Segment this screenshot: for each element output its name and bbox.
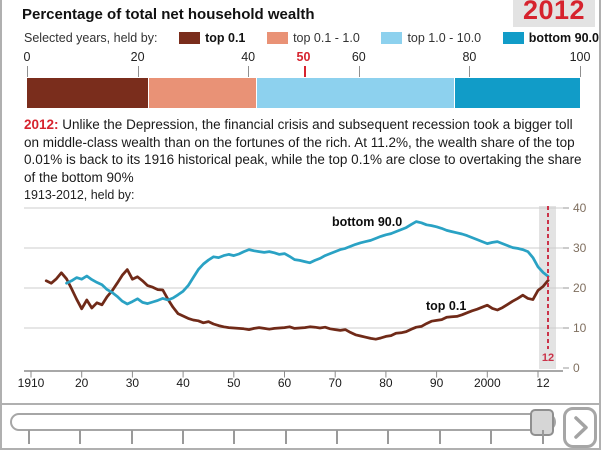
stacked-bar [27, 78, 580, 108]
scale-tick-label: 50 [296, 50, 311, 64]
x-axis-label: 12 [536, 376, 550, 390]
year-badge: 2012 [513, 0, 595, 27]
slider-tick [130, 430, 133, 444]
series-line-bottom-90.0 [65, 220, 550, 306]
y-axis-label: 10 [573, 321, 587, 335]
y-axis-label: 30 [573, 241, 587, 255]
scale-tick-mark [469, 66, 471, 77]
slider-tick [336, 430, 339, 444]
current-year-label: 12 [541, 352, 555, 364]
legend-item-label: top 0.1 [205, 31, 246, 45]
legend-item-top-0.1-1.0: top 0.1 - 1.0 [267, 31, 360, 45]
x-axis-label: 40 [176, 376, 190, 390]
x-axis-label: 70 [328, 376, 342, 390]
bar-segment-top-1.0-10.0 [257, 78, 454, 108]
scale-tick-label: 40 [241, 50, 256, 64]
scale-tick-label: 60 [351, 50, 366, 64]
y-axis-label: 20 [573, 281, 587, 295]
slider-tick [541, 430, 544, 444]
timeline-control-panel [2, 403, 599, 448]
legend-swatch [179, 32, 201, 44]
scale-tick-label: 80 [462, 50, 477, 64]
series-label-bottom-90.0: bottom 90.0 [332, 215, 403, 229]
legend-label: Selected years, held by: [24, 31, 158, 45]
x-axis-label: 60 [277, 376, 292, 390]
slider-track[interactable] [10, 413, 556, 431]
legend-swatch [502, 32, 524, 44]
scale-tick-label: 100 [569, 50, 591, 64]
slider-tick [284, 430, 287, 444]
slider-tick [438, 430, 441, 444]
y-axis-label: 0 [573, 361, 580, 375]
x-axis-label: 2000 [473, 376, 501, 390]
page-title: Percentage of total net household wealth [22, 6, 315, 23]
x-axis-label: 30 [125, 376, 140, 390]
chevron-right-icon [574, 416, 588, 439]
slider-tick [490, 430, 493, 444]
x-axis-label: 1910 [17, 376, 45, 390]
legend-item-label: top 0.1 - 1.0 [293, 31, 360, 45]
legend-item-label: top 1.0 - 10.0 [407, 31, 482, 45]
legend-item-label: bottom 90.0 [528, 31, 599, 45]
scale-tick-mark [248, 66, 250, 77]
scale-tick-mark [137, 66, 139, 77]
legend-item-top-1.0-10.0: top 1.0 - 10.0 [381, 31, 481, 45]
y-axis-label: 40 [573, 201, 587, 215]
commentary: 2012: Unlike the Depression, the financi… [24, 116, 587, 186]
legend-item-top-0.1: top 0.1 [179, 31, 245, 45]
x-axis-label: 50 [227, 376, 241, 390]
slider-tick [28, 430, 30, 444]
legend: Selected years, held by: top 0.1 top 0.1 … [24, 31, 599, 45]
play-next-button[interactable] [563, 407, 597, 448]
slider-tick [79, 430, 82, 444]
slider-tick [387, 430, 390, 444]
bar-segment-bottom-90.0 [454, 78, 580, 108]
scale-tick-label: 20 [130, 50, 145, 64]
line-chart-subtitle: 1913-2012, held by: [24, 188, 135, 202]
line-chart-canvas [24, 206, 569, 378]
scale-tick-mark [580, 66, 581, 77]
scale-tick-mark [358, 66, 360, 77]
scale-axis: 0 20 40 50 60 80 100 [24, 50, 590, 78]
line-chart: 40 30 20 10 0 1910 20 30 40 50 60 70 80 90 2000 12 top 0… [2, 200, 599, 403]
x-axis-label: 20 [75, 376, 89, 390]
x-axis-label: 80 [379, 376, 393, 390]
scale-tick-mark [27, 66, 28, 77]
scale-tick-label: 0 [23, 50, 31, 64]
x-axis-label: 90 [429, 376, 444, 390]
bar-segment-top-0.1-1.0 [149, 78, 257, 108]
slider-tick [182, 430, 185, 444]
legend-item-bottom-90.0: bottom 90.0 [502, 31, 599, 45]
series-label-top-0.1: top 0.1 [426, 299, 467, 313]
scale-tick-mark [303, 66, 306, 77]
commentary-year-label: 2012: [24, 117, 59, 132]
commentary-text: Unlike the Depression, the financial cri… [24, 117, 582, 185]
legend-swatch [267, 32, 289, 44]
slider-tick [233, 430, 236, 444]
legend-swatch [381, 32, 403, 44]
bar-segment-top-0.1 [27, 78, 148, 108]
series-line-top-0.1 [44, 268, 550, 341]
